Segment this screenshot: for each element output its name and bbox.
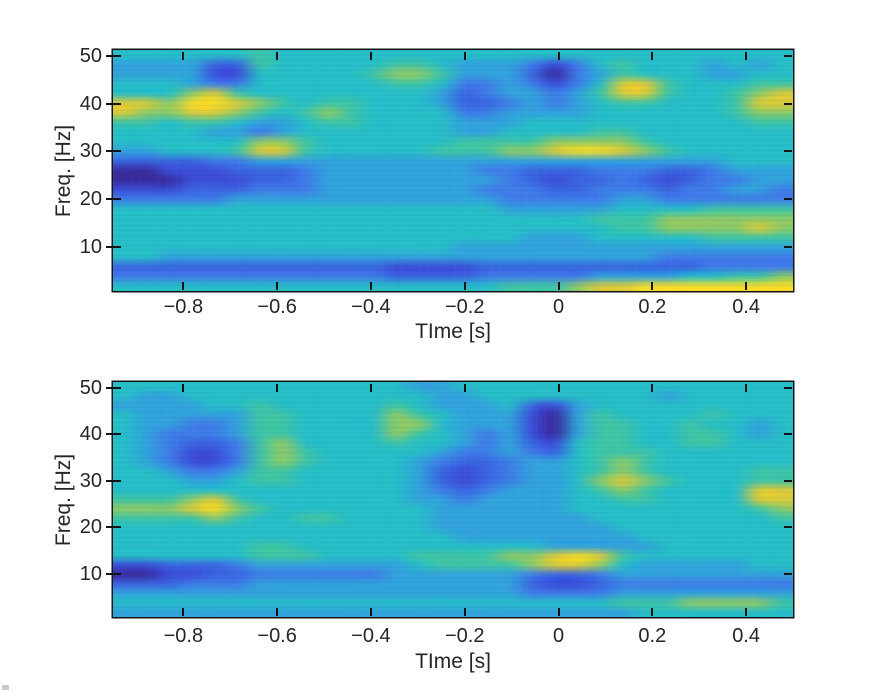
x-tick-mark — [463, 281, 466, 290]
y-tick-mark — [783, 102, 792, 105]
x-tick-mark — [182, 281, 185, 290]
x-tick-mark — [276, 51, 279, 60]
x-tick-label: 0.2 — [638, 625, 667, 647]
spectrogram-canvas-top — [113, 50, 793, 291]
x-tick-mark — [745, 383, 748, 392]
x-tick-mark — [463, 383, 466, 392]
y-tick-mark — [783, 198, 792, 201]
x-tick-label: −0.2 — [444, 296, 485, 318]
x-tick-label: 0.4 — [732, 625, 760, 647]
x-tick-mark — [276, 607, 279, 616]
x-tick-mark — [276, 281, 279, 290]
screen-artifact — [2, 685, 9, 690]
y-tick-mark — [106, 386, 121, 389]
spectrogram-canvas-bottom — [113, 382, 793, 617]
y-tick-label: 50 — [79, 376, 102, 399]
x-tick-mark — [369, 607, 372, 616]
y-tick-mark — [106, 150, 121, 153]
y-tick-mark — [783, 386, 792, 389]
x-tick-label: −0.8 — [163, 296, 204, 318]
x-tick-mark — [182, 51, 185, 60]
x-tick-mark — [369, 51, 372, 60]
y-tick-mark — [783, 479, 792, 482]
x-tick-mark — [276, 383, 279, 392]
y-tick-mark — [783, 246, 792, 248]
x-tick-mark — [463, 607, 466, 616]
x-axis-label: TIme [s] — [415, 320, 491, 343]
y-tick-mark — [106, 102, 121, 105]
y-tick-mark — [106, 54, 121, 57]
x-tick-mark — [651, 281, 654, 290]
x-tick-mark — [651, 51, 654, 60]
x-tick-mark — [557, 281, 560, 290]
y-tick-mark — [783, 54, 792, 57]
y-tick-mark — [783, 526, 792, 529]
x-tick-mark — [557, 383, 560, 392]
y-tick-label: 30 — [79, 140, 102, 163]
x-tick-mark — [182, 383, 185, 392]
y-tick-mark — [106, 246, 121, 248]
y-tick-mark — [106, 198, 121, 201]
y-tick-mark — [106, 526, 121, 529]
x-tick-mark — [369, 281, 372, 290]
x-tick-label: 0 — [552, 296, 565, 318]
y-tick-label: 40 — [79, 92, 102, 115]
x-tick-mark — [369, 383, 372, 392]
y-tick-label: 40 — [79, 423, 102, 446]
y-tick-label: 50 — [79, 44, 102, 67]
x-tick-mark — [182, 607, 185, 616]
heatmap-plot-area-bottom — [113, 382, 793, 617]
x-tick-label: 0.4 — [732, 296, 760, 318]
x-tick-label: 0 — [552, 625, 565, 647]
y-tick-mark — [783, 573, 792, 576]
x-tick-label: −0.2 — [444, 625, 485, 647]
y-tick-label: 10 — [79, 563, 102, 586]
x-tick-label: −0.6 — [257, 296, 297, 318]
y-tick-label: 20 — [79, 188, 102, 211]
x-tick-label: −0.8 — [163, 625, 204, 647]
y-tick-label: 30 — [79, 469, 102, 492]
x-tick-mark — [745, 51, 748, 60]
y-tick-mark — [783, 433, 792, 436]
y-tick-label: 10 — [79, 236, 102, 258]
heatmap-plot-area-top — [113, 50, 793, 291]
x-tick-label: −0.4 — [351, 625, 391, 647]
x-tick-label: −0.6 — [257, 625, 297, 647]
x-tick-mark — [651, 383, 654, 392]
x-tick-mark — [463, 51, 466, 60]
y-tick-mark — [106, 479, 121, 482]
x-tick-mark — [557, 607, 560, 616]
x-tick-label: 0.2 — [638, 296, 667, 318]
x-tick-mark — [745, 607, 748, 616]
x-tick-mark — [557, 51, 560, 60]
x-tick-label: −0.4 — [351, 296, 391, 318]
y-tick-mark — [106, 573, 121, 576]
x-tick-mark — [745, 281, 748, 290]
y-tick-mark — [106, 433, 121, 436]
x-tick-mark — [651, 607, 654, 616]
y-tick-mark — [783, 150, 792, 153]
y-tick-label: 20 — [79, 516, 102, 539]
x-axis-label: TIme [s] — [415, 650, 491, 673]
